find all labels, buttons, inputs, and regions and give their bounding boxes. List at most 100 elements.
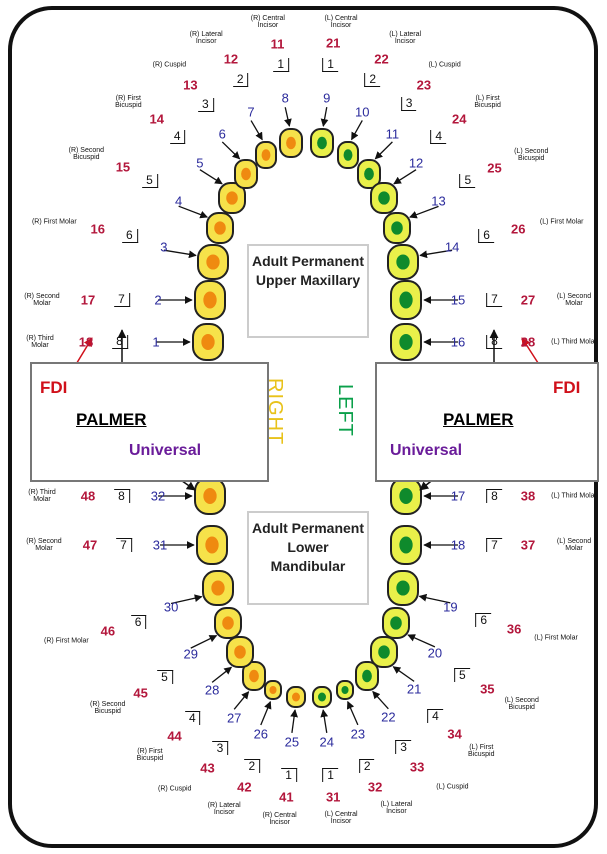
universal-number: 13 xyxy=(431,193,446,209)
palmer-number: 3 xyxy=(400,97,417,112)
tooth-name: (L) Central Incisor xyxy=(324,14,358,29)
tooth-center xyxy=(205,536,219,554)
fdi-number: 15 xyxy=(115,159,131,175)
tooth-name: (L) Third Molar xyxy=(551,492,597,500)
fdi-number: 45 xyxy=(133,685,148,701)
right-legend-box: FDI PALMER Universal xyxy=(375,362,599,482)
fdi-number: 21 xyxy=(325,35,341,51)
tooth-name: (R) Third Molar xyxy=(28,489,56,503)
tooth-name: (R) First Bicuspid xyxy=(136,747,164,762)
universal-label: Universal xyxy=(390,442,463,459)
pointer-arrow xyxy=(320,709,329,733)
fdi-number: 12 xyxy=(223,51,239,67)
tooth-name: (R) Second Molar xyxy=(24,293,60,307)
tooth-center xyxy=(390,616,402,630)
tooth-center xyxy=(241,167,251,181)
tooth-center xyxy=(226,191,238,205)
palmer-number: 4 xyxy=(427,708,443,723)
universal-number: 5 xyxy=(196,155,204,171)
fdi-number: 18 xyxy=(78,334,94,350)
universal-number: 31 xyxy=(152,537,168,553)
pointer-arrow xyxy=(372,690,389,710)
palmer-number: 1 xyxy=(322,767,338,782)
tooth-center xyxy=(364,167,374,181)
fdi-number: 44 xyxy=(167,728,182,744)
universal-number: 30 xyxy=(163,599,179,615)
tooth-center xyxy=(269,686,277,694)
pointer-arrow xyxy=(419,249,453,259)
tooth-center xyxy=(261,149,271,161)
fdi-number: 33 xyxy=(409,759,425,775)
tooth-name: (L) Cuspid xyxy=(428,61,461,69)
fdi-number: 46 xyxy=(100,623,116,639)
universal-number: 28 xyxy=(204,682,220,698)
tooth-center xyxy=(203,291,217,309)
tooth-center xyxy=(211,580,225,596)
palmer-number: 4 xyxy=(430,129,447,144)
tooth-name: (R) Central Incisor xyxy=(250,14,285,29)
universal-number: 7 xyxy=(247,104,255,120)
palmer-number: 7 xyxy=(114,293,130,307)
pointer-arrow xyxy=(351,120,363,141)
palmer-number: 2 xyxy=(364,73,381,87)
pointer-arrow xyxy=(250,120,263,141)
pointer-arrow xyxy=(418,593,451,604)
universal-number: 24 xyxy=(319,734,334,750)
pointer-arrow xyxy=(178,205,208,219)
tooth-center xyxy=(203,488,217,504)
upper-title: Adult Permanent Upper Maxillary xyxy=(251,253,364,288)
tooth-name: (L) Second Bicuspid xyxy=(504,696,539,711)
tooth-center xyxy=(222,616,234,630)
pointer-arrow xyxy=(170,594,203,605)
tooth-name: (L) Third Molar xyxy=(551,338,597,346)
tooth-name: (R) Cuspid xyxy=(152,61,187,69)
palmer-number: 8 xyxy=(114,489,130,503)
tooth-name: (L) First Bicuspid xyxy=(474,94,501,109)
universal-number: 3 xyxy=(160,239,168,255)
tooth-name: (R) Central Incisor xyxy=(262,811,297,826)
legend-arrow xyxy=(74,337,93,367)
lower-title: Adult Permanent Lower Mandibular xyxy=(251,520,364,574)
universal-number: 25 xyxy=(284,734,300,750)
tooth-center xyxy=(317,136,327,150)
palmer-number: 6 xyxy=(122,229,138,244)
tooth-name: (R) First Molar xyxy=(44,637,89,645)
fdi-number: 48 xyxy=(80,488,96,504)
palmer-number: 4 xyxy=(169,129,186,144)
tooth-name: (R) Cuspid xyxy=(157,785,192,793)
palmer-number: 3 xyxy=(198,97,214,112)
tooth-center xyxy=(214,221,226,235)
fdi-number: 23 xyxy=(416,77,432,93)
tooth-name: (L) First Bicuspid xyxy=(468,744,495,759)
palmer-number: 2 xyxy=(244,758,261,773)
palmer-number: 3 xyxy=(212,741,229,756)
pointer-arrow xyxy=(199,169,223,185)
universal-number: 9 xyxy=(323,90,331,106)
tooth-center xyxy=(362,669,372,683)
tooth-center xyxy=(396,580,410,596)
universal-number: 12 xyxy=(408,155,424,171)
tooth-name: (L) Second Bicuspid xyxy=(514,147,549,162)
palmer-number: 8 xyxy=(486,489,502,503)
tooth-center xyxy=(201,334,215,350)
tooth-center xyxy=(399,334,413,350)
fdi-number: 22 xyxy=(374,51,389,67)
universal-number: 26 xyxy=(253,726,269,742)
tooth-name: (R) Third Molar xyxy=(26,335,54,349)
palmer-number: 1 xyxy=(322,58,338,73)
universal-number: 22 xyxy=(381,709,396,725)
palmer-number: 1 xyxy=(273,58,290,73)
universal-number: 4 xyxy=(175,193,183,209)
tooth-name: (L) Cuspid xyxy=(436,783,469,791)
palmer-label: PALMER xyxy=(76,410,147,429)
tooth-name: (L) First Molar xyxy=(534,634,578,642)
pointer-arrow xyxy=(392,666,415,682)
lower-label-box xyxy=(247,511,369,605)
pointer-arrow xyxy=(190,634,218,649)
palmer-number: 5 xyxy=(142,173,158,188)
universal-number: 6 xyxy=(218,126,226,142)
universal-number: 14 xyxy=(444,239,460,255)
fdi-number: 34 xyxy=(447,726,462,742)
fdi-number: 28 xyxy=(520,334,536,350)
